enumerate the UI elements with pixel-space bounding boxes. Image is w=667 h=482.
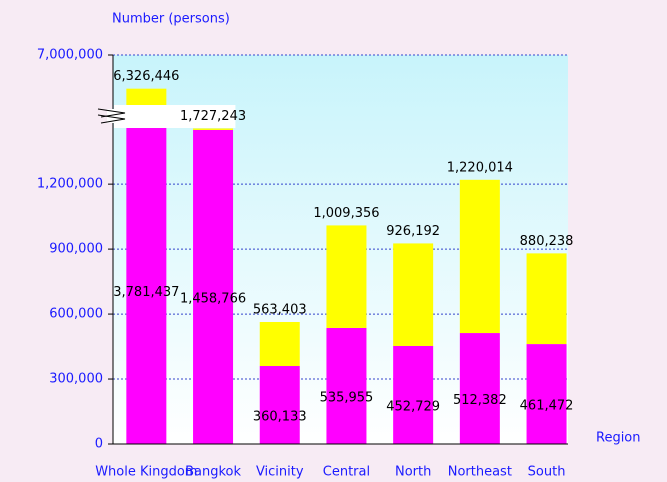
value-label: 461,472 (520, 399, 574, 414)
y-tick-label: 300,000 (49, 372, 103, 387)
x-tick-label: North (395, 465, 431, 480)
value-label: 512,382 (453, 393, 507, 408)
y-tick-label: 7,000,000 (37, 48, 103, 63)
total-label: 1,009,356 (313, 206, 379, 221)
y-tick-label: 0 (95, 437, 103, 452)
bar-segment (126, 117, 167, 444)
value-label: 452,729 (386, 399, 440, 414)
total-label: 1,727,243 (180, 109, 246, 124)
bar-segment (459, 333, 500, 444)
bar-segment (259, 321, 300, 367)
total-label: 6,326,446 (113, 69, 179, 84)
axis-break-gap (107, 109, 119, 123)
bar-segment (326, 225, 367, 328)
y-axis-label: Number (persons) (112, 12, 230, 27)
bar-segment (259, 366, 300, 444)
bar-segment (393, 243, 434, 346)
total-label: 880,238 (520, 234, 574, 249)
bar-segment (526, 253, 567, 345)
axis-break-mark (97, 114, 126, 124)
value-label: 1,458,766 (180, 291, 246, 306)
total-label: 563,403 (253, 302, 307, 317)
bar-segment (393, 345, 434, 444)
x-tick-label: Bangkok (185, 465, 241, 480)
bar-segment (193, 129, 234, 444)
value-label: 535,955 (320, 390, 374, 405)
bar-segment (326, 327, 367, 444)
bar-segment (459, 179, 500, 334)
bar-segment (193, 128, 234, 130)
x-tick-label: Vicinity (256, 465, 304, 480)
value-label: 360,133 (253, 410, 307, 425)
bar-segment (526, 344, 567, 444)
total-label: 926,192 (386, 224, 440, 239)
x-axis-label: Region (596, 431, 641, 446)
x-tick-label: Northeast (448, 465, 512, 480)
x-tick-label: Central (323, 465, 370, 480)
y-tick-label: 600,000 (49, 307, 103, 322)
y-tick-label: 900,000 (49, 242, 103, 257)
value-label: 3,781,437 (113, 285, 179, 300)
axis-break-mark (97, 108, 126, 118)
total-label: 1,220,014 (447, 160, 513, 175)
y-tick-label: 1,200,000 (37, 177, 103, 192)
x-tick-label: Whole Kingdom (95, 465, 197, 480)
axis-break (114, 105, 236, 128)
x-tick-label: South (528, 465, 566, 480)
